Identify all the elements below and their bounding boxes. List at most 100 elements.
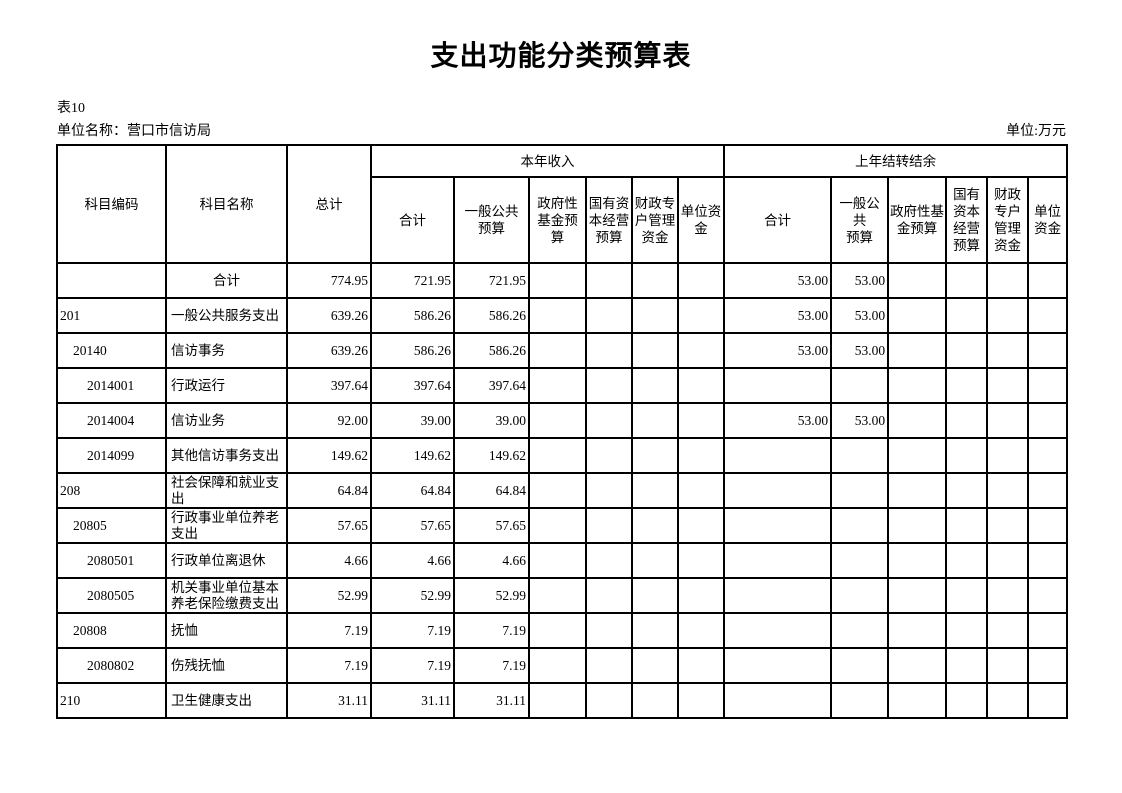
value-cell: [723, 367, 833, 404]
value-cell: 53.00: [723, 332, 833, 369]
value-cell: [945, 437, 989, 474]
col-group-prior-year-carryover: 上年结转结余: [723, 144, 1069, 178]
value-cell: [887, 682, 948, 719]
value-cell: [631, 332, 679, 369]
value-cell: [585, 507, 633, 544]
value-cell: [528, 577, 587, 614]
unit-name-label: 单位名称：: [57, 124, 127, 139]
name-cell: 机关事业单位基本养老保险缴费支出: [165, 577, 288, 614]
value-cell: 586.26: [453, 332, 530, 369]
subcol-carryover-0: 合计: [723, 176, 833, 264]
value-cell: 31.11: [286, 682, 372, 719]
value-cell: [585, 402, 633, 439]
value-cell: 52.99: [286, 577, 372, 614]
value-cell: 53.00: [830, 297, 890, 334]
value-cell: [676, 682, 726, 719]
value-cell: 397.64: [370, 367, 455, 404]
value-cell: 52.99: [370, 577, 455, 614]
value-cell: 64.84: [286, 472, 372, 509]
value-cell: 397.64: [453, 367, 530, 404]
value-cell: [631, 577, 679, 614]
value-cell: [631, 297, 679, 334]
value-cell: [945, 297, 989, 334]
value-cell: 31.11: [453, 682, 530, 719]
value-cell: [1027, 437, 1069, 474]
value-cell: [945, 262, 989, 299]
value-cell: 39.00: [453, 402, 530, 439]
value-cell: [723, 577, 833, 614]
value-cell: 57.65: [370, 507, 455, 544]
code-cell: 20805: [56, 507, 167, 544]
value-cell: [723, 542, 833, 579]
value-cell: [986, 332, 1030, 369]
value-cell: [986, 367, 1030, 404]
subcol-carryover-4: 财政专户管理资金: [986, 176, 1030, 264]
code-cell: 20808: [56, 612, 167, 649]
value-cell: 7.19: [370, 612, 455, 649]
value-cell: [631, 437, 679, 474]
value-cell: 53.00: [830, 402, 890, 439]
value-cell: 4.66: [286, 542, 372, 579]
name-cell: 信访事务: [165, 332, 288, 369]
subcol-current-5: 单位资金: [676, 176, 726, 264]
subcol-current-1: 一般公共 预算: [453, 176, 530, 264]
table-row: 2014001 行政运行 397.64 397.64 397.64: [56, 367, 1069, 404]
value-cell: 64.84: [370, 472, 455, 509]
subcol-carryover-5: 单位资金: [1027, 176, 1069, 264]
value-cell: [631, 647, 679, 684]
value-cell: 7.19: [286, 612, 372, 649]
value-cell: [1027, 577, 1069, 614]
value-cell: 53.00: [723, 297, 833, 334]
value-cell: [945, 507, 989, 544]
value-cell: 4.66: [370, 542, 455, 579]
value-cell: [528, 542, 587, 579]
name-cell: 行政运行: [165, 367, 288, 404]
value-cell: 7.19: [453, 647, 530, 684]
value-cell: 149.62: [370, 437, 455, 474]
table-row: 20140 信访事务 639.26 586.26 586.26 53.00 53.00: [56, 332, 1069, 369]
value-cell: [528, 367, 587, 404]
name-cell: 合计: [165, 262, 288, 299]
value-cell: [1027, 402, 1069, 439]
table-row: 2080501 行政单位离退休 4.66 4.66 4.66: [56, 542, 1069, 579]
value-cell: [1027, 367, 1069, 404]
value-cell: [945, 367, 989, 404]
value-cell: [1027, 507, 1069, 544]
value-cell: [986, 577, 1030, 614]
value-cell: [887, 262, 948, 299]
value-cell: [528, 262, 587, 299]
value-cell: [631, 507, 679, 544]
value-cell: [887, 402, 948, 439]
value-cell: 7.19: [453, 612, 530, 649]
value-cell: [631, 402, 679, 439]
value-cell: 7.19: [370, 647, 455, 684]
value-cell: [528, 332, 587, 369]
name-cell: 其他信访事务支出: [165, 437, 288, 474]
value-cell: 53.00: [723, 402, 833, 439]
value-cell: [945, 682, 989, 719]
value-cell: [1027, 332, 1069, 369]
value-cell: [830, 507, 890, 544]
value-cell: [676, 647, 726, 684]
value-cell: [887, 542, 948, 579]
value-cell: [986, 542, 1030, 579]
value-cell: [585, 577, 633, 614]
code-cell: 20140: [56, 332, 167, 369]
unit-name-value: 营口市信访局: [127, 124, 211, 139]
value-cell: 39.00: [370, 402, 455, 439]
value-cell: [585, 297, 633, 334]
value-cell: [631, 262, 679, 299]
table-row: 2080505 机关事业单位基本养老保险缴费支出 52.99 52.99 52.99: [56, 577, 1069, 614]
code-cell: 2080505: [56, 577, 167, 614]
value-cell: 586.26: [453, 297, 530, 334]
code-cell: 2014099: [56, 437, 167, 474]
value-cell: [830, 472, 890, 509]
value-cell: [528, 402, 587, 439]
value-cell: 64.84: [453, 472, 530, 509]
budget-table: 科目编码 科目名称 总计 本年收入 上年结转结余 合计 一般公共 预算 政府性基金预…: [56, 144, 1069, 719]
code-cell: 210: [56, 682, 167, 719]
table-row: 2080802 伤残抚恤 7.19 7.19 7.19: [56, 647, 1069, 684]
value-cell: [631, 367, 679, 404]
table-row: 2014004 信访业务 92.00 39.00 39.00 53.00 53.00: [56, 402, 1069, 439]
unit-of-measure: 单位:万元: [1006, 124, 1066, 139]
